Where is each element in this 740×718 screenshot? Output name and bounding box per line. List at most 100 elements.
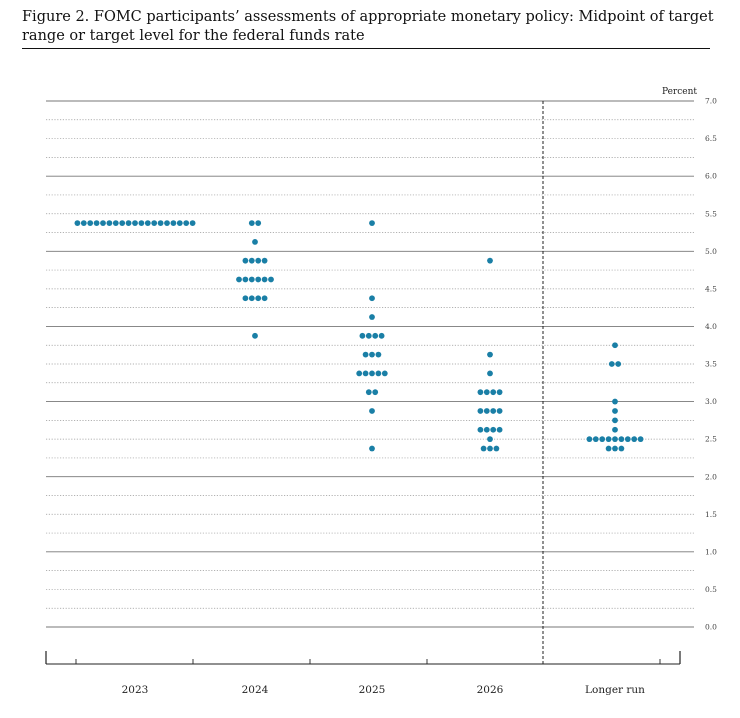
x-category-label: 2026	[477, 684, 504, 696]
y-axis-unit-label: Percent	[662, 87, 697, 97]
participant-dot	[493, 445, 500, 452]
participant-dot	[487, 257, 493, 264]
participant-dot	[612, 408, 618, 414]
participant-dot	[608, 361, 615, 367]
participant-dot	[599, 436, 606, 443]
participant-dot	[372, 332, 379, 339]
participant-dot	[605, 445, 612, 452]
participant-dot	[93, 220, 100, 227]
participant-dot	[170, 220, 177, 227]
participant-dot	[496, 389, 503, 396]
participant-dot	[618, 436, 625, 443]
participant-dot	[236, 276, 242, 283]
y-tick-label: 3.0	[705, 397, 717, 406]
x-category-label: 2024	[242, 684, 269, 696]
participant-dot	[261, 257, 268, 264]
participant-dot	[242, 257, 249, 264]
participant-dot	[487, 436, 493, 443]
y-tick-label: 6.5	[705, 134, 717, 143]
y-tick-label: 1.5	[705, 510, 717, 519]
participant-dot	[592, 436, 599, 443]
participant-dot	[362, 351, 369, 358]
participant-dot	[369, 351, 375, 358]
y-tick-label: 5.0	[705, 247, 717, 256]
participant-dot	[490, 389, 497, 396]
participant-dot	[106, 220, 113, 227]
y-tick-label: 5.5	[705, 209, 717, 218]
participant-dot	[490, 426, 497, 433]
participant-dot	[255, 220, 262, 227]
participant-dot	[487, 445, 493, 452]
participant-dot	[612, 342, 618, 349]
y-tick-label: 3.5	[705, 360, 717, 369]
participant-dot	[605, 436, 612, 443]
participant-dot	[132, 220, 138, 227]
y-tick-label: 4.0	[705, 322, 717, 331]
participant-dot	[164, 220, 170, 227]
participant-dot	[381, 370, 388, 377]
participant-dot	[100, 220, 106, 227]
participant-dot	[483, 426, 490, 433]
participant-dot	[369, 408, 375, 414]
participant-dot	[496, 426, 503, 433]
participant-dot	[183, 220, 190, 227]
participant-dot	[612, 436, 618, 443]
y-tick-label: 7.0	[705, 97, 717, 106]
participant-dot	[375, 351, 382, 358]
y-tick-label: 6.0	[705, 172, 717, 181]
participant-dot	[176, 220, 183, 227]
participant-dot	[125, 220, 132, 227]
participant-dot	[248, 257, 255, 264]
participant-dot	[369, 445, 375, 452]
participant-dot	[157, 220, 164, 227]
participant-dot	[268, 276, 274, 283]
participant-dot	[242, 295, 249, 302]
participant-dot	[252, 332, 258, 339]
participant-dot	[624, 436, 631, 443]
participant-dot	[362, 370, 369, 377]
participant-dot	[586, 436, 593, 443]
participant-dot	[255, 257, 262, 264]
participant-dot	[255, 295, 262, 302]
y-tick-label: 2.0	[705, 472, 717, 481]
participant-dot	[612, 445, 618, 452]
participant-dot	[255, 276, 262, 283]
participant-dot	[74, 220, 81, 227]
participant-dot	[631, 436, 638, 443]
participant-dot	[252, 238, 258, 245]
axis-layer: 7.0 6.5 6.0 5.5 5.0 4.5 4.0 3.5 3.0 2.5 2.0 1.5 1.0 0…	[45, 97, 717, 696]
title-rule	[22, 48, 710, 49]
participant-dot	[378, 332, 385, 339]
participant-dot	[615, 361, 622, 367]
participant-dot	[248, 276, 255, 283]
participant-dot	[365, 389, 372, 396]
participant-dot	[356, 370, 363, 377]
participant-dot	[112, 220, 119, 227]
participant-dot	[487, 351, 493, 358]
y-tick-label: 1.0	[705, 547, 717, 556]
y-tick-label: 0.5	[705, 585, 717, 594]
participant-dot	[365, 332, 372, 339]
participant-dot	[612, 398, 618, 405]
participant-dot	[477, 426, 484, 433]
participant-dot	[612, 426, 618, 433]
participant-dot	[477, 408, 484, 414]
participant-dot	[242, 276, 249, 283]
participant-dot	[359, 332, 366, 339]
participant-dot	[369, 220, 375, 227]
participant-dot	[483, 389, 490, 396]
participant-dot	[144, 220, 151, 227]
dot-layer	[74, 220, 644, 452]
participant-dot	[261, 276, 268, 283]
participant-dot	[80, 220, 87, 227]
participant-dot	[151, 220, 158, 227]
participant-dot	[87, 220, 94, 227]
x-category-label: 2025	[359, 684, 386, 696]
x-category-label: 2023	[122, 684, 149, 696]
participant-dot	[490, 408, 497, 414]
participant-dot	[369, 370, 375, 377]
participant-dot	[189, 220, 196, 227]
participant-dot	[248, 220, 255, 227]
participant-dot	[369, 295, 375, 302]
participant-dot	[477, 389, 484, 396]
